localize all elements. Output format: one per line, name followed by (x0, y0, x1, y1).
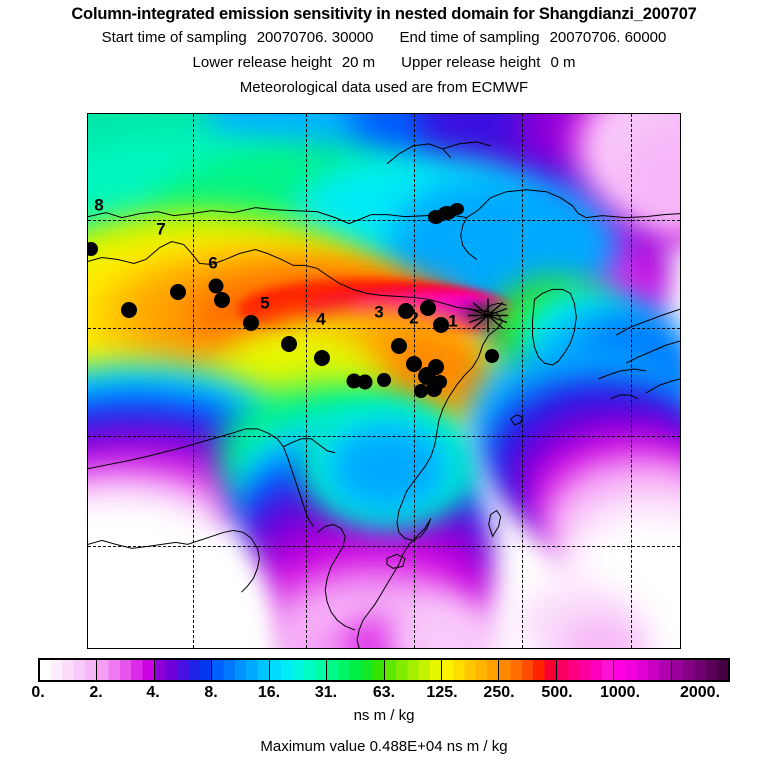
station-dot (391, 338, 407, 354)
colorbar-segment (97, 660, 155, 680)
page-title: Column-integrated emission sensitivity i… (71, 5, 697, 23)
colorbar-unit-label: ns m / kg (353, 707, 415, 724)
colorbar-tick: 2000. (679, 684, 721, 701)
gridline-horizontal (88, 436, 680, 437)
release-height-line: Lower release height 20 m Upper release he… (0, 50, 768, 75)
gridline-vertical (414, 114, 415, 648)
gridline-vertical (522, 114, 523, 648)
station-dot (88, 242, 98, 256)
station-dot (433, 375, 447, 389)
colorbar-tick: 250. (483, 684, 515, 701)
station-dot (243, 315, 259, 331)
station-dot (450, 203, 464, 215)
colorbar-tick: 1000. (599, 684, 641, 701)
station-dot (214, 292, 230, 308)
trajectory-label-7: 7 (156, 219, 166, 239)
start-time-value: 20070706. 30000 (256, 29, 374, 46)
lower-release-height-value: 20 m (341, 54, 376, 71)
colorbar (38, 658, 730, 682)
lower-release-height-label: Lower release height (192, 54, 332, 71)
colorbar-segment (671, 660, 729, 680)
station-dot (433, 317, 449, 333)
colorbar-tick: 63. (372, 684, 396, 701)
sampling-time-line: Start time of sampling 20070706. 30000 End… (0, 25, 768, 50)
station-dot (406, 356, 422, 372)
end-time-value: 20070706. 60000 (549, 29, 667, 46)
header: Column-integrated emission sensitivity i… (0, 0, 768, 100)
trajectory-label-2: 2 (409, 308, 419, 328)
colorbar-tick: 16. (257, 684, 281, 701)
station-dot (377, 373, 391, 387)
gridline-vertical (631, 114, 632, 648)
upper-release-height-label: Upper release height (401, 54, 541, 71)
gridline-horizontal (88, 328, 680, 329)
station-dot (208, 278, 224, 294)
colorbar-tick: 500. (541, 684, 573, 701)
station-dot (314, 350, 330, 366)
gridline-horizontal (88, 546, 680, 547)
station-dot (357, 374, 373, 390)
colorbar-tick-labels: 0. 2. 4. 8. 16. 31. 63. 125. 250. 500. 1… (0, 684, 768, 704)
end-time-label: End time of sampling (399, 29, 540, 46)
emission-sensitivity-field (88, 114, 680, 648)
trajectory-label-5: 5 (260, 293, 270, 313)
colorbar-tick: 31. (314, 684, 338, 701)
trajectory-label-1: 1 (448, 311, 458, 331)
station-dot (428, 210, 444, 224)
colorbar-tick: 2. (89, 684, 103, 701)
colorbar-segment (384, 660, 442, 680)
colorbar-tick: 8. (204, 684, 218, 701)
map-gridlines (88, 114, 680, 648)
colorbar-segment (269, 660, 328, 680)
gridline-horizontal (88, 220, 680, 221)
station-dot (170, 284, 186, 300)
colorbar-tick: 4. (146, 684, 160, 701)
station-dot (398, 303, 414, 319)
station-dot (420, 300, 436, 316)
maximum-value-label: Maximum value 0.488E+04 ns m / kg (260, 738, 508, 755)
station-dot (121, 302, 137, 318)
colorbar-segment (212, 660, 270, 680)
colorbar-tick: 0. (31, 684, 45, 701)
map-plot-area: 1 2 3 4 5 6 7 8 (87, 113, 681, 649)
meteorological-source-line: Meteorological data used are from ECMWF (239, 79, 529, 96)
trajectory-label-8: 8 (94, 195, 104, 215)
trajectory-label-6: 6 (208, 253, 218, 273)
trajectory-label-4: 4 (316, 309, 326, 329)
colorbar-segment (499, 660, 557, 680)
colorbar-segment (441, 660, 500, 680)
station-dot (428, 359, 444, 375)
colorbar-segment (40, 660, 98, 680)
station-dot (485, 349, 499, 363)
colorbar-segment (614, 660, 672, 680)
colorbar-segment (154, 660, 213, 680)
gridline-vertical (306, 114, 307, 648)
colorbar-segment (556, 660, 615, 680)
station-dot (281, 336, 297, 352)
colorbar-segment (327, 660, 385, 680)
trajectory-label-3: 3 (374, 302, 384, 322)
release-point-star-icon (465, 293, 511, 344)
gridline-vertical (193, 114, 194, 648)
upper-release-height-value: 0 m (550, 54, 576, 71)
start-time-label: Start time of sampling (101, 29, 247, 46)
coastline-overlay (88, 114, 680, 648)
colorbar-tick: 125. (426, 684, 458, 701)
station-dot (414, 384, 428, 398)
